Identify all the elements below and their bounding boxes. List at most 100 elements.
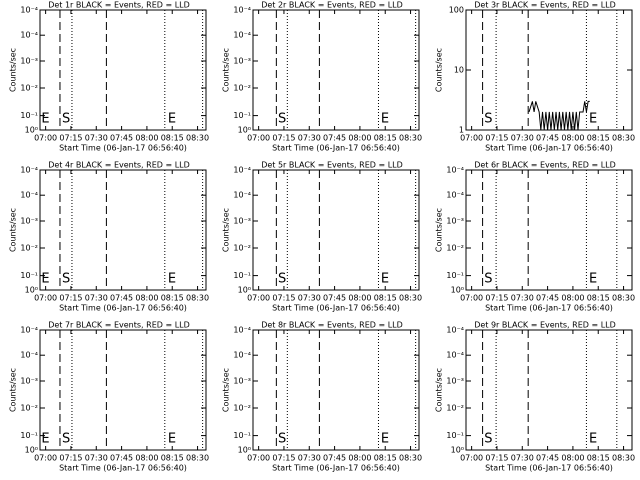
y-axis-label: Counts/sec bbox=[9, 208, 18, 252]
y-tick-label: 10⁻⁴ bbox=[233, 326, 251, 335]
y-axis-label: Counts/sec bbox=[222, 208, 231, 252]
annotation: E bbox=[381, 112, 389, 127]
plot-frame bbox=[252, 9, 420, 131]
y-tick-label: 10⁻⁴ bbox=[20, 326, 38, 335]
y-tick-label: 10⁰ bbox=[451, 286, 464, 295]
y-tick-label: 10⁻² bbox=[446, 244, 464, 253]
x-tick-label: 07:15 bbox=[272, 134, 295, 143]
y-tick-label: 10⁻⁴ bbox=[446, 326, 464, 335]
annotation: E bbox=[168, 112, 176, 127]
y-tick-label: 10⁻⁴ bbox=[233, 31, 251, 40]
y-axis-label: Counts/sec bbox=[222, 368, 231, 412]
plot-frame bbox=[252, 329, 420, 451]
y-tick-label: 10⁻³ bbox=[233, 217, 251, 226]
x-tick-label: 07:00 bbox=[460, 294, 483, 303]
x-tick-label: 07:00 bbox=[34, 134, 57, 143]
x-tick-label: 08:30 bbox=[399, 294, 422, 303]
annotation: S bbox=[484, 272, 492, 287]
y-tick-label: 10⁰ bbox=[25, 126, 38, 135]
annotation: E bbox=[381, 432, 389, 447]
y-tick-label: 10⁻² bbox=[233, 84, 251, 93]
y-tick-label: 10⁻³ bbox=[233, 377, 251, 386]
x-axis-label: Start Time (06-Jan-17 06:56:40) bbox=[59, 304, 187, 313]
x-tick-label: 08:30 bbox=[612, 454, 635, 463]
annotation: E bbox=[589, 272, 597, 287]
y-tick-label: 10⁻² bbox=[446, 404, 464, 413]
y-tick-label: 10⁻² bbox=[233, 404, 251, 413]
x-tick-label: 07:00 bbox=[247, 294, 270, 303]
y-tick-label: 10⁻³ bbox=[20, 217, 38, 226]
x-tick-label: 07:00 bbox=[34, 454, 57, 463]
x-axis-label: Start Time (06-Jan-17 06:56:40) bbox=[485, 304, 613, 313]
plot-frame bbox=[39, 329, 207, 451]
y-tick-label: 10⁻⁴ bbox=[20, 6, 38, 15]
x-axis-label: Start Time (06-Jan-17 06:56:40) bbox=[59, 144, 187, 153]
y-tick-label: 1 bbox=[459, 126, 464, 135]
x-axis-label: Start Time (06-Jan-17 06:56:40) bbox=[485, 464, 613, 473]
y-axis-label: Counts/sec bbox=[435, 48, 444, 92]
x-tick-label: 07:45 bbox=[536, 294, 559, 303]
y-tick-label: 10⁻⁴ bbox=[446, 351, 464, 360]
x-tick-label: 08:00 bbox=[135, 294, 158, 303]
chart-title: Det 3r BLACK = Events, RED = LLD bbox=[474, 1, 616, 10]
annotation: E bbox=[168, 432, 176, 447]
x-tick-label: 07:30 bbox=[298, 454, 321, 463]
x-axis-label: Start Time (06-Jan-17 06:56:40) bbox=[272, 464, 400, 473]
x-tick-label: 08:15 bbox=[374, 134, 397, 143]
x-tick-label: 07:15 bbox=[485, 134, 508, 143]
y-tick-label: 10⁰ bbox=[238, 126, 251, 135]
y-tick-label: 10⁻³ bbox=[20, 377, 38, 386]
x-tick-label: 08:30 bbox=[186, 454, 209, 463]
y-tick-label: 10⁻⁴ bbox=[233, 351, 251, 360]
x-tick-label: 07:30 bbox=[298, 294, 321, 303]
chart-title: Det 9r BLACK = Events, RED = LLD bbox=[474, 321, 616, 330]
y-tick-label: 10⁻¹ bbox=[233, 111, 251, 120]
x-tick-label: 08:15 bbox=[587, 454, 610, 463]
chart-title: Det 6r BLACK = Events, RED = LLD bbox=[474, 161, 616, 170]
x-tick-label: 07:00 bbox=[247, 134, 270, 143]
x-tick-label: 07:15 bbox=[59, 134, 82, 143]
x-tick-label: 07:00 bbox=[247, 454, 270, 463]
x-tick-label: 07:00 bbox=[460, 454, 483, 463]
x-axis-label: Start Time (06-Jan-17 06:56:40) bbox=[59, 464, 187, 473]
annotation: E bbox=[168, 272, 176, 287]
annotation: E bbox=[381, 272, 389, 287]
annotation: S bbox=[62, 272, 70, 287]
annotation: E bbox=[41, 432, 49, 447]
x-tick-label: 08:30 bbox=[612, 294, 635, 303]
x-tick-label: 08:00 bbox=[561, 454, 584, 463]
x-tick-label: 07:30 bbox=[85, 454, 108, 463]
x-tick-label: 07:30 bbox=[511, 454, 534, 463]
chart-title: Det 5r BLACK = Events, RED = LLD bbox=[261, 161, 403, 170]
annotation: S bbox=[62, 112, 70, 127]
y-tick-label: 10⁻¹ bbox=[233, 431, 251, 440]
y-tick-label: 10⁻⁴ bbox=[233, 6, 251, 15]
y-tick-label: 10⁻⁴ bbox=[233, 191, 251, 200]
y-tick-label: 10⁻¹ bbox=[20, 431, 38, 440]
x-tick-label: 08:30 bbox=[399, 134, 422, 143]
y-tick-label: 10⁰ bbox=[25, 286, 38, 295]
y-tick-label: 10⁰ bbox=[238, 286, 251, 295]
x-tick-label: 07:15 bbox=[272, 294, 295, 303]
x-tick-label: 07:45 bbox=[110, 454, 133, 463]
x-tick-label: 07:45 bbox=[536, 134, 559, 143]
x-tick-label: 07:45 bbox=[323, 134, 346, 143]
annotation: S bbox=[278, 112, 286, 127]
y-axis-label: Counts/sec bbox=[9, 368, 18, 412]
x-tick-label: 08:15 bbox=[587, 294, 610, 303]
x-tick-label: 07:15 bbox=[485, 454, 508, 463]
x-tick-label: 07:15 bbox=[59, 294, 82, 303]
x-tick-label: 07:30 bbox=[511, 134, 534, 143]
annotation: E bbox=[41, 272, 49, 287]
y-tick-label: 10 bbox=[454, 66, 464, 75]
x-tick-label: 07:15 bbox=[485, 294, 508, 303]
x-tick-label: 08:30 bbox=[612, 134, 635, 143]
x-tick-label: 08:00 bbox=[135, 454, 158, 463]
annotation: S bbox=[62, 432, 70, 447]
x-tick-label: 08:30 bbox=[186, 294, 209, 303]
x-tick-label: 07:45 bbox=[536, 454, 559, 463]
x-tick-label: 08:00 bbox=[348, 134, 371, 143]
y-tick-label: 10⁻² bbox=[20, 404, 38, 413]
